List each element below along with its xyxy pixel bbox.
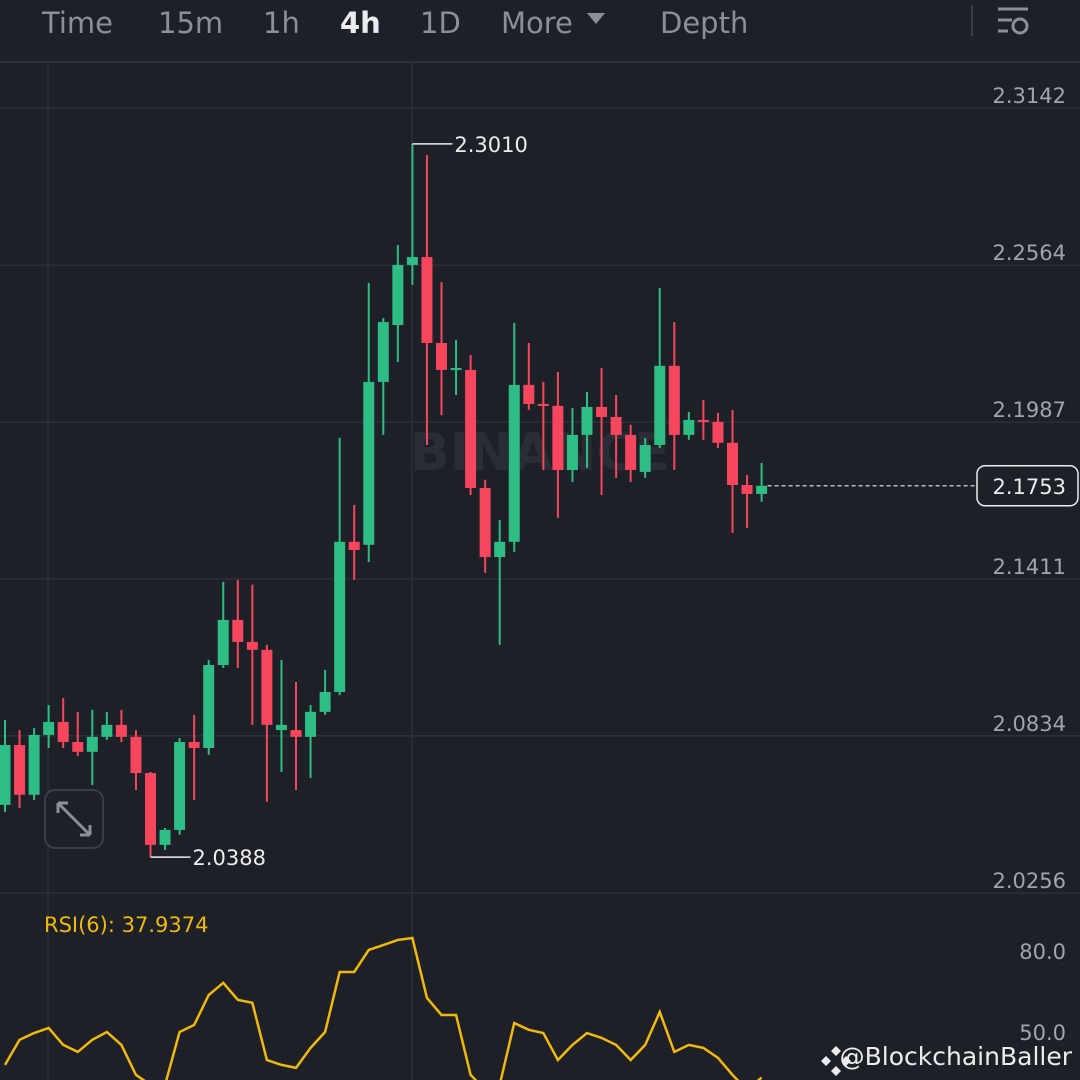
- credit-icon: [821, 1046, 851, 1076]
- candle-body: [203, 665, 215, 749]
- candle-body: [406, 257, 418, 265]
- indicator-title: RSI(6): 37.9374: [44, 913, 208, 937]
- candle-body: [159, 829, 171, 845]
- candle-body: [537, 403, 549, 406]
- rsi-line: [3, 936, 763, 1080]
- candle-body: [101, 724, 113, 737]
- tab[interactable]: More: [501, 6, 573, 40]
- candle-body: [261, 649, 273, 725]
- tab[interactable]: 4h: [340, 6, 381, 40]
- y-tick-label: 2.2564: [993, 241, 1066, 265]
- candle-body: [697, 419, 709, 422]
- candle-body: [552, 405, 564, 471]
- candle-body: [334, 541, 346, 692]
- candle-body: [727, 442, 738, 485]
- candle-body: [174, 742, 186, 830]
- rsi-chart: RSI(6): 37.9374 80.0 50.0: [3, 913, 1066, 1080]
- y-tick-label: 2.1987: [993, 398, 1066, 422]
- credit: @BlockchainBaller: [840, 1042, 1073, 1071]
- candle-body: [86, 736, 98, 752]
- candle-body: [421, 257, 433, 343]
- candle-body: [363, 381, 375, 545]
- candle-body: [712, 421, 724, 443]
- candle-body: [145, 773, 156, 845]
- candle-body: [188, 742, 200, 749]
- candle-body: [348, 541, 360, 550]
- tab[interactable]: Time: [41, 6, 113, 40]
- toolbar: Time 15m 1h 4h 1D More Depth: [41, 6, 748, 40]
- candle-body: [523, 384, 535, 404]
- candle-body: [232, 619, 244, 642]
- candle-body: [581, 406, 593, 435]
- candle-body: [275, 724, 287, 731]
- candle-body: [43, 721, 55, 735]
- candle-body: [668, 365, 680, 435]
- candle-body: [639, 444, 651, 472]
- candle-body: [654, 365, 666, 445]
- candle-body: [436, 342, 447, 370]
- candle-body: [392, 264, 404, 326]
- tab[interactable]: Depth: [660, 6, 748, 40]
- y-tick-label: 2.0834: [993, 712, 1066, 736]
- tab[interactable]: 1D: [420, 6, 461, 40]
- high-label: 2.3010: [454, 133, 527, 157]
- candle-body: [217, 619, 229, 666]
- candle-body: [72, 742, 84, 752]
- candle-body: [57, 721, 69, 743]
- candle-body: [610, 416, 622, 435]
- dropdown-arrow: [587, 13, 605, 24]
- y-tick-label: 80.0: [1019, 940, 1066, 964]
- candle-body: [625, 434, 637, 471]
- y-tick-label: 2.3142: [993, 84, 1066, 108]
- price-chart: 2.3142 2.2564 2.1987 2.1411 2.0834 2.0256 2.30…: [0, 84, 1080, 894]
- candle-body: [319, 691, 331, 712]
- candle-body: [494, 541, 506, 558]
- candle-body: [741, 484, 753, 494]
- tab[interactable]: 15m: [158, 6, 223, 40]
- candle-body: [305, 711, 317, 737]
- candle-body: [566, 434, 578, 471]
- candle-body: [450, 368, 462, 371]
- candle-body: [508, 384, 520, 542]
- candle-body: [465, 369, 477, 488]
- candle-body: [115, 724, 127, 737]
- low-label: 2.0388: [193, 846, 266, 870]
- y-tick-label: 2.0256: [993, 869, 1066, 893]
- candle-body: [479, 487, 491, 558]
- candle-body: [756, 485, 768, 494]
- candle-body: [377, 322, 389, 382]
- expand-button[interactable]: [44, 789, 104, 849]
- candle-body: [246, 641, 258, 650]
- settings-icon[interactable]: [998, 7, 1029, 35]
- candle-body: [290, 730, 302, 737]
- candle-body: [683, 419, 695, 435]
- y-tick-label: 50.0: [1019, 1021, 1066, 1045]
- candle-body: [28, 734, 40, 795]
- candle-body: [14, 745, 26, 795]
- candle-body: [130, 736, 142, 774]
- last-price-box: [976, 465, 1079, 507]
- y-tick-label: 2.1411: [993, 555, 1066, 579]
- candle-body: [0, 745, 11, 805]
- candle-body: [596, 406, 608, 417]
- last-price-label: 2.1753: [993, 475, 1066, 499]
- tab[interactable]: 1h: [263, 6, 300, 40]
